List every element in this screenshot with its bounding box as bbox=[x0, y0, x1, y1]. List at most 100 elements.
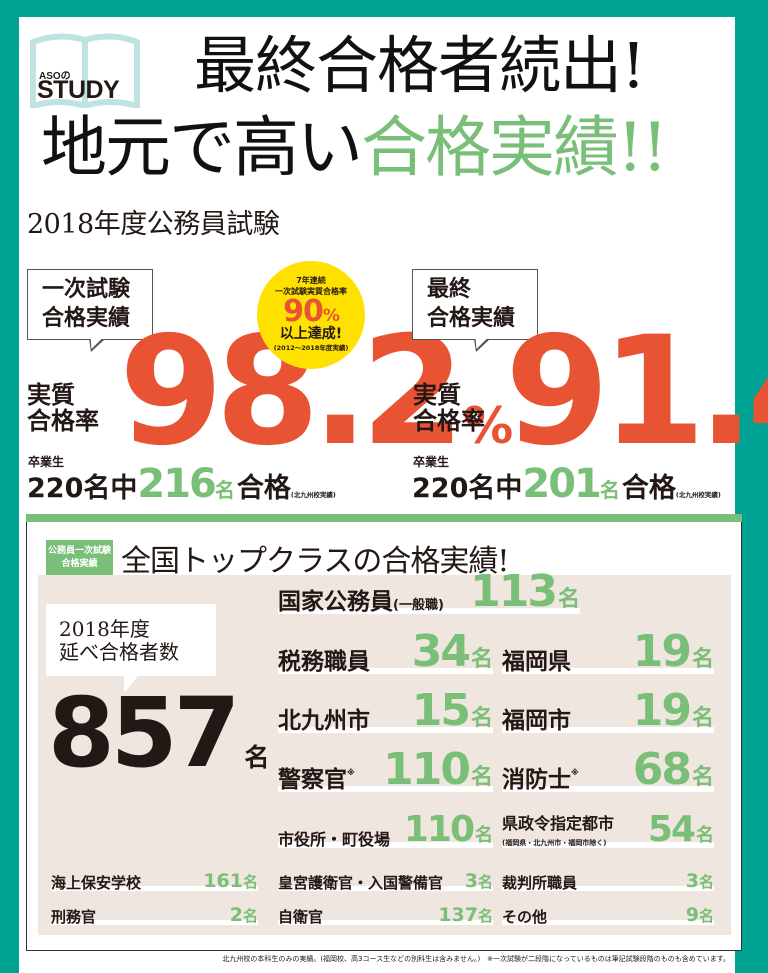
total-label-bubble: 2018年度 延べ合格者数 bbox=[46, 604, 216, 693]
value-unit: 名 bbox=[242, 873, 258, 891]
result-value: 161名 bbox=[203, 872, 258, 891]
badge-line4: (2012〜2018年度実績) bbox=[273, 344, 349, 353]
section-tag-line1: 公務員一次試験 bbox=[47, 546, 111, 556]
total-label-line2: 延べ合格者数 bbox=[59, 640, 179, 664]
value-number: 9 bbox=[685, 904, 699, 926]
total-unit: 名 bbox=[244, 743, 270, 772]
aso-study-logo: ASOの STUDY bbox=[29, 30, 141, 108]
result-value: 2名 bbox=[230, 906, 258, 925]
final-exam-bubble-line2: 合格実績 bbox=[427, 305, 516, 331]
national-results-box: 公務員一次試験 合格実績 全国トップクラスの合格実績! 2018年度 延べ合格者… bbox=[26, 522, 742, 951]
underline bbox=[502, 668, 714, 674]
label-text: 警察官 bbox=[278, 767, 347, 793]
logo-prefix: ASOの bbox=[39, 71, 71, 82]
badge-value-wrap: 90% bbox=[257, 297, 365, 327]
value-number: 19 bbox=[632, 626, 692, 677]
underline bbox=[502, 727, 714, 733]
result-value: 137名 bbox=[438, 906, 493, 925]
result-label: 県政令指定都市 (福岡県・北九州市・福岡市除く) bbox=[502, 816, 614, 848]
footnote-mark: ※ bbox=[347, 768, 355, 777]
final-exam-rate-label: 実質 合格率 bbox=[413, 382, 485, 435]
final-exam-rate-value: 91.4 bbox=[505, 305, 768, 479]
footnote-mark: ※ bbox=[571, 768, 579, 777]
underline bbox=[278, 727, 493, 733]
result-label: 刑務官 bbox=[51, 907, 97, 926]
logo-name: STUDY bbox=[37, 76, 120, 104]
rate-label-line2: 合格率 bbox=[413, 407, 485, 436]
result-label: 消防士※ bbox=[502, 769, 579, 792]
result-label: 国家公務員(一般職) bbox=[278, 591, 444, 614]
first-exam-bubble-line1: 一次試験 bbox=[42, 277, 131, 302]
label-sub: (一般職) bbox=[393, 598, 444, 613]
result-item: 裁判所職員 3名 bbox=[502, 865, 714, 891]
first-exam-note: (北九州校実績) bbox=[290, 491, 336, 499]
result-value: 113名 bbox=[470, 570, 580, 614]
result-value: 19名 bbox=[633, 689, 714, 733]
final-exam-note: (北九州校実績) bbox=[675, 491, 721, 499]
result-item: 刑務官 2名 bbox=[51, 899, 258, 925]
section-title: 全国トップクラスの合格実績! bbox=[121, 544, 509, 579]
first-exam-bubble-line2: 合格実績 bbox=[42, 305, 131, 331]
value-number: 54 bbox=[647, 809, 696, 850]
result-value: 19名 bbox=[633, 630, 714, 674]
final-exam-passed: 201 bbox=[522, 461, 601, 507]
result-label: 警察官※ bbox=[278, 769, 355, 792]
value-unit: 名 bbox=[698, 907, 714, 925]
section-tag: 公務員一次試験 合格実績 bbox=[46, 540, 113, 578]
rate-label-line2: 合格率 bbox=[27, 407, 99, 436]
result-label: 海上保安学校 bbox=[51, 873, 142, 892]
value-number: 113 bbox=[470, 566, 558, 617]
value-unit: 名 bbox=[557, 587, 580, 612]
value-unit: 名 bbox=[698, 873, 714, 891]
value-unit: 名 bbox=[477, 907, 493, 925]
first-exam-rate-label: 実質 合格率 bbox=[27, 382, 99, 435]
underline bbox=[502, 886, 714, 891]
result-item: 警察官※ 110名 bbox=[278, 748, 493, 792]
headline-line2-black: 地元で高い bbox=[41, 109, 363, 186]
badge-line3: 以上達成! bbox=[279, 326, 343, 342]
first-exam-passed: 216 bbox=[137, 461, 216, 507]
value-number: 110 bbox=[383, 744, 471, 795]
result-label: 税務職員 bbox=[278, 649, 370, 675]
total-value: 857 bbox=[48, 677, 240, 789]
headline-line1: 最終合格者続出! bbox=[194, 29, 646, 102]
result-item: 皇宮護衛官・入国警備官 3名 bbox=[278, 865, 493, 891]
result-item: 消防士※ 68名 bbox=[502, 748, 714, 792]
underline bbox=[278, 668, 493, 674]
first-exam-total: 220名中 bbox=[27, 473, 138, 504]
result-label: 自衛官 bbox=[278, 907, 324, 926]
label-text: 国家公務員 bbox=[278, 589, 393, 615]
headline-line2: 地元で高い合格実績!! bbox=[41, 115, 668, 181]
value-unit: 名 bbox=[242, 907, 258, 925]
value-number: 110 bbox=[403, 809, 475, 850]
value-number: 15 bbox=[411, 685, 471, 736]
result-item: その他 9名 bbox=[502, 899, 714, 925]
result-item: 海上保安学校 161名 bbox=[51, 865, 258, 891]
badge-value: 90 bbox=[283, 294, 324, 329]
result-value: 15名 bbox=[412, 689, 493, 733]
result-item: 福岡県 19名 bbox=[502, 630, 714, 675]
first-exam-passed-suffix: 合格 bbox=[236, 473, 291, 504]
result-label: 北九州市 bbox=[278, 708, 370, 734]
result-item: 福岡市 19名 bbox=[502, 689, 714, 734]
result-item: 自衛官 137名 bbox=[278, 899, 493, 925]
result-value: 34名 bbox=[412, 630, 493, 674]
underline bbox=[278, 842, 493, 848]
result-value: 68名 bbox=[633, 748, 714, 792]
value-unit: 名 bbox=[470, 706, 493, 731]
value-unit: 名 bbox=[691, 706, 714, 731]
result-value: 3名 bbox=[465, 872, 493, 891]
result-label: その他 bbox=[502, 907, 548, 926]
first-exam-grad-label: 卒業生 bbox=[28, 455, 65, 469]
result-label: 福岡県 bbox=[502, 649, 571, 675]
footnote: 北九州校の本科生のみの実績。(福岡校、高3コース生などの別科生は含みません。) … bbox=[222, 955, 730, 963]
result-label: 福岡市 bbox=[502, 708, 571, 734]
label-text: 消防士 bbox=[502, 767, 571, 793]
label-sub: (福岡県・北九州市・福岡市除く) bbox=[502, 839, 607, 847]
value-number: 68 bbox=[632, 744, 692, 795]
result-value: 9名 bbox=[686, 906, 714, 925]
first-exam-grad-line: 220名中216名合格(北九州校実績) bbox=[27, 464, 336, 504]
label-text: 県政令指定都市 bbox=[502, 814, 615, 833]
value-unit: 名 bbox=[475, 825, 493, 846]
